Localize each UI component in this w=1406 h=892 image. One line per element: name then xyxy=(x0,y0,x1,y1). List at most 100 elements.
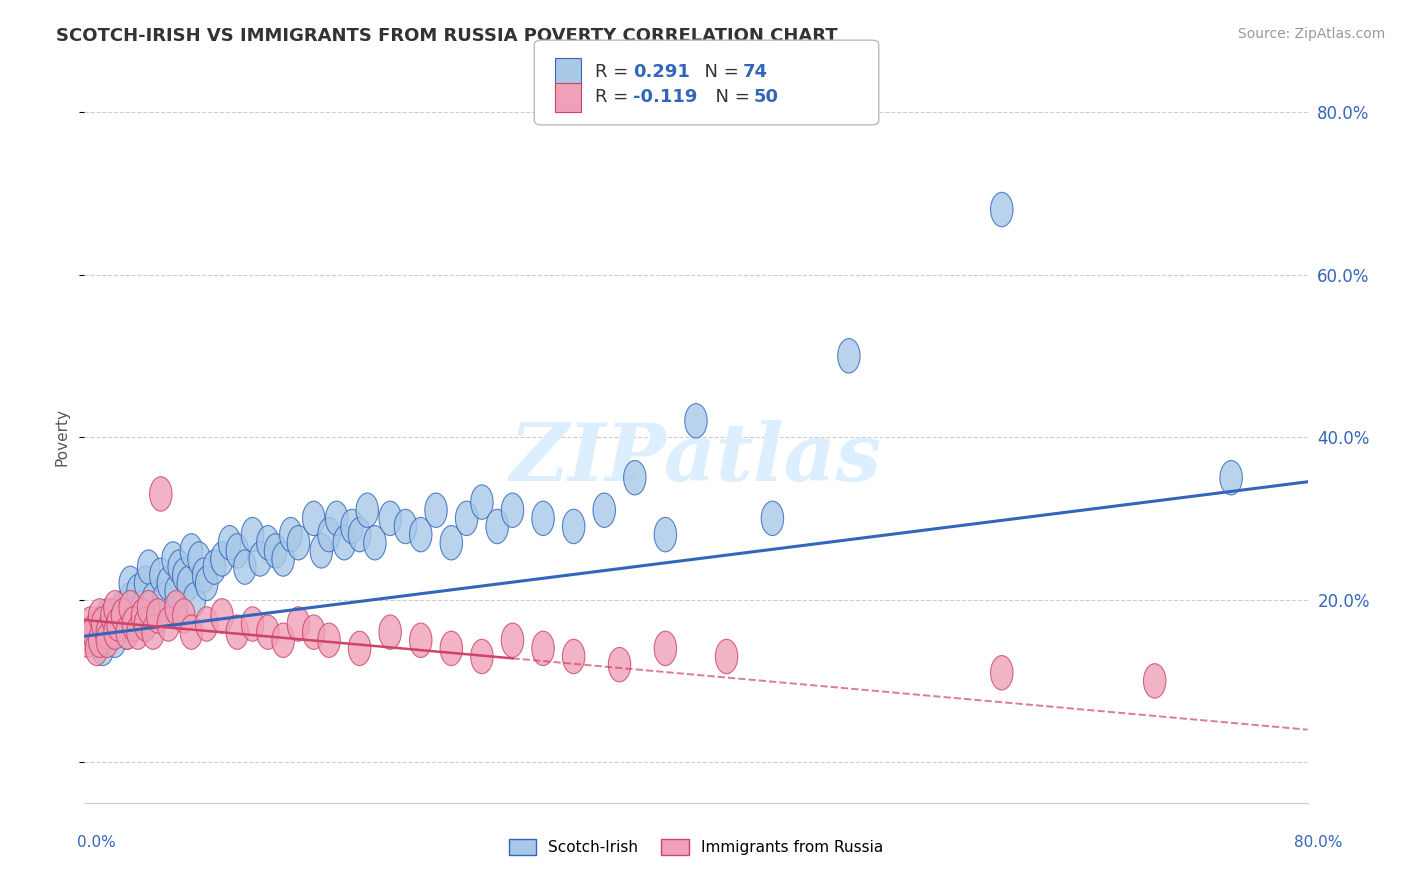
Ellipse shape xyxy=(318,623,340,657)
Ellipse shape xyxy=(96,599,118,633)
Ellipse shape xyxy=(280,517,302,552)
Ellipse shape xyxy=(242,607,264,641)
Ellipse shape xyxy=(242,517,264,552)
Ellipse shape xyxy=(364,525,387,560)
Ellipse shape xyxy=(111,599,134,633)
Ellipse shape xyxy=(146,599,169,633)
Ellipse shape xyxy=(89,607,111,641)
Ellipse shape xyxy=(101,599,124,633)
Y-axis label: Poverty: Poverty xyxy=(53,408,69,467)
Ellipse shape xyxy=(115,615,138,649)
Text: R =: R = xyxy=(595,88,634,106)
Ellipse shape xyxy=(104,615,127,649)
Ellipse shape xyxy=(716,640,738,673)
Text: 50: 50 xyxy=(754,88,779,106)
Ellipse shape xyxy=(287,607,309,641)
Ellipse shape xyxy=(96,615,118,649)
Ellipse shape xyxy=(142,582,165,617)
Ellipse shape xyxy=(425,493,447,527)
Ellipse shape xyxy=(380,501,401,535)
Ellipse shape xyxy=(120,566,142,600)
Ellipse shape xyxy=(193,558,215,592)
Ellipse shape xyxy=(531,501,554,535)
Ellipse shape xyxy=(211,541,233,576)
Ellipse shape xyxy=(409,623,432,657)
Ellipse shape xyxy=(89,623,111,657)
Text: Source: ZipAtlas.com: Source: ZipAtlas.com xyxy=(1237,27,1385,41)
Text: R =: R = xyxy=(595,63,634,81)
Ellipse shape xyxy=(80,615,103,649)
Ellipse shape xyxy=(86,623,108,657)
Text: 0.291: 0.291 xyxy=(633,63,689,81)
Text: ZIPatlas: ZIPatlas xyxy=(510,420,882,498)
Ellipse shape xyxy=(122,607,145,641)
Ellipse shape xyxy=(180,615,202,649)
Ellipse shape xyxy=(302,501,325,535)
Ellipse shape xyxy=(440,632,463,665)
Ellipse shape xyxy=(173,599,195,633)
Ellipse shape xyxy=(211,599,233,633)
Ellipse shape xyxy=(89,599,111,633)
Ellipse shape xyxy=(142,615,165,649)
Ellipse shape xyxy=(233,549,256,584)
Ellipse shape xyxy=(356,493,378,527)
Ellipse shape xyxy=(991,656,1012,690)
Ellipse shape xyxy=(149,476,172,511)
Ellipse shape xyxy=(380,615,401,649)
Ellipse shape xyxy=(127,615,149,649)
Ellipse shape xyxy=(471,640,494,673)
Ellipse shape xyxy=(562,640,585,673)
Ellipse shape xyxy=(226,533,249,568)
Ellipse shape xyxy=(167,549,190,584)
Ellipse shape xyxy=(264,533,287,568)
Ellipse shape xyxy=(101,615,124,649)
Ellipse shape xyxy=(562,509,585,544)
Ellipse shape xyxy=(409,517,432,552)
Ellipse shape xyxy=(991,193,1012,227)
Ellipse shape xyxy=(685,403,707,438)
Ellipse shape xyxy=(325,501,347,535)
Ellipse shape xyxy=(107,607,129,641)
Ellipse shape xyxy=(271,623,294,657)
Ellipse shape xyxy=(195,566,218,600)
Ellipse shape xyxy=(593,493,616,527)
Ellipse shape xyxy=(104,591,127,625)
Ellipse shape xyxy=(257,615,278,649)
Text: -0.119: -0.119 xyxy=(633,88,697,106)
Ellipse shape xyxy=(127,574,149,608)
Ellipse shape xyxy=(761,501,783,535)
Ellipse shape xyxy=(838,339,860,373)
Ellipse shape xyxy=(257,525,278,560)
Ellipse shape xyxy=(104,623,127,657)
Ellipse shape xyxy=(502,493,523,527)
Ellipse shape xyxy=(138,549,160,584)
Text: 0.0%: 0.0% xyxy=(77,836,117,850)
Ellipse shape xyxy=(349,517,371,552)
Ellipse shape xyxy=(91,632,114,665)
Ellipse shape xyxy=(146,599,169,633)
Ellipse shape xyxy=(135,607,156,641)
Ellipse shape xyxy=(111,591,134,625)
Ellipse shape xyxy=(96,623,118,657)
Ellipse shape xyxy=(302,615,325,649)
Ellipse shape xyxy=(135,566,156,600)
Ellipse shape xyxy=(115,615,138,649)
Ellipse shape xyxy=(131,591,153,625)
Ellipse shape xyxy=(183,582,205,617)
Ellipse shape xyxy=(249,541,271,576)
Ellipse shape xyxy=(153,582,176,617)
Ellipse shape xyxy=(79,607,101,641)
Ellipse shape xyxy=(86,632,108,665)
Legend: Scotch-Irish, Immigrants from Russia: Scotch-Irish, Immigrants from Russia xyxy=(502,833,890,861)
Text: N =: N = xyxy=(693,63,745,81)
Text: SCOTCH-IRISH VS IMMIGRANTS FROM RUSSIA POVERTY CORRELATION CHART: SCOTCH-IRISH VS IMMIGRANTS FROM RUSSIA P… xyxy=(56,27,838,45)
Ellipse shape xyxy=(180,533,202,568)
Ellipse shape xyxy=(135,607,156,641)
Ellipse shape xyxy=(318,517,340,552)
Ellipse shape xyxy=(76,623,98,657)
Ellipse shape xyxy=(340,509,363,544)
Ellipse shape xyxy=(609,648,631,681)
Text: 74: 74 xyxy=(742,63,768,81)
Ellipse shape xyxy=(91,607,114,641)
Ellipse shape xyxy=(1143,664,1166,698)
